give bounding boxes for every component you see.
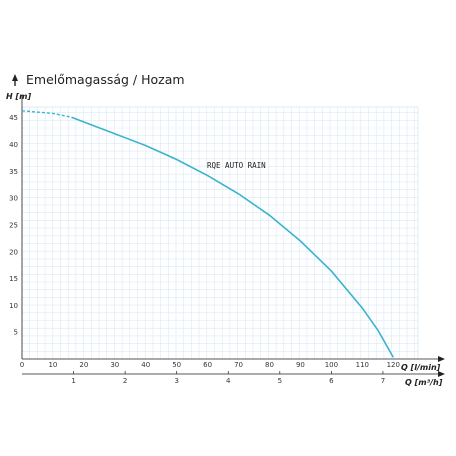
- chart-title: Emelőmagasság / Hozam: [26, 72, 185, 87]
- series-group: [21, 110, 394, 358]
- x-tick-label: 90: [296, 361, 305, 369]
- y-tick-label: 15: [9, 275, 18, 283]
- x-tick-label: 120: [387, 361, 400, 369]
- x2-tick-label: 5: [278, 377, 282, 385]
- y-axis-label: H [m]: [6, 92, 31, 101]
- x-tick-label: 20: [79, 361, 88, 369]
- y-tick-label: 40: [9, 141, 18, 149]
- x-tick-label: 50: [172, 361, 181, 369]
- y-tick-label: 10: [9, 302, 18, 310]
- x-tick-label: 80: [265, 361, 274, 369]
- y-tick-label: 5: [14, 329, 18, 337]
- series-label: RQE AUTO RAIN: [207, 161, 266, 170]
- x-tick-label: 110: [356, 361, 369, 369]
- x2-tick-labels: 1 2 3 4 5 6 7: [71, 371, 385, 385]
- axes: [21, 95, 438, 375]
- y-tick-label: 30: [9, 195, 18, 203]
- y-tick-label: 45: [9, 114, 18, 122]
- x-tick-label: 0: [20, 361, 24, 369]
- x2-tick-label: 3: [174, 377, 178, 385]
- series-curve: [71, 116, 394, 358]
- x2-axis-label: Q [m³/h]: [405, 378, 443, 387]
- y-tick-label: 25: [9, 221, 18, 229]
- x-tick-label: 10: [48, 361, 57, 369]
- x-axis-label: Q [l/min]: [401, 363, 441, 372]
- y-tick-labels: 5 10 15 20 25 30 35 40 45: [9, 114, 18, 336]
- x2-tick-label: 2: [123, 377, 127, 385]
- x-tick-labels: 0 10 20 30 40 50 60 70 80 90 100 110 120: [20, 361, 400, 369]
- axis-arrows: [12, 74, 445, 377]
- series-curve-dashed: [21, 110, 72, 118]
- grid: [21, 106, 419, 360]
- x-tick-label: 60: [203, 361, 212, 369]
- x-tick-label: 100: [325, 361, 338, 369]
- x2-tick-label: 4: [226, 377, 231, 385]
- plot-frame: [21, 106, 419, 360]
- x2-tick-label: 7: [381, 377, 385, 385]
- x-tick-label: 70: [234, 361, 243, 369]
- x-axis-arrow-icon: [438, 356, 445, 362]
- x2-tick-label: 1: [71, 377, 75, 385]
- x-tick-label: 30: [110, 361, 119, 369]
- y-tick-label: 20: [9, 248, 18, 256]
- x-tick-label: 40: [141, 361, 150, 369]
- x2-tick-label: 6: [329, 377, 334, 385]
- x2-axis-arrow-icon: [438, 371, 445, 377]
- title-arrow-icon: [12, 74, 18, 81]
- y-tick-label: 35: [9, 168, 18, 176]
